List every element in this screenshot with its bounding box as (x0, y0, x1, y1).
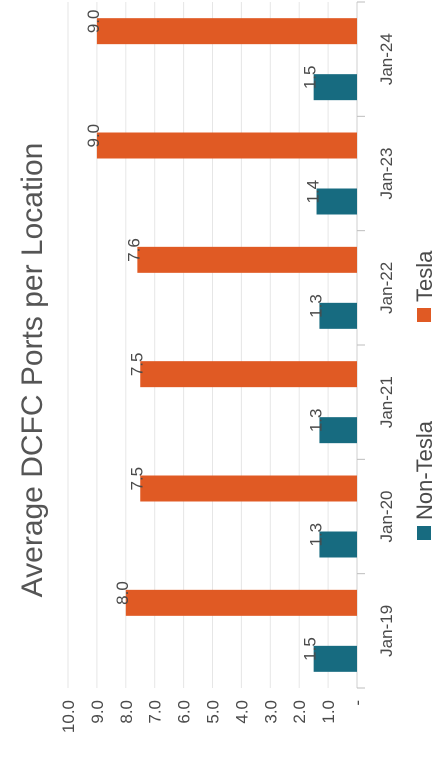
data-label-tesla: 9.0 (84, 10, 103, 34)
value-tick-label: 1.0 (319, 700, 338, 724)
bar-non-tesla (316, 188, 357, 215)
value-tick-label: 7.0 (146, 700, 165, 724)
grid-lines (67, 1, 365, 689)
category-label: Jan-21 (377, 376, 396, 428)
category-label: Jan-23 (377, 148, 396, 200)
value-tick-label: 3.0 (261, 700, 280, 724)
value-tick-label: 4.0 (232, 700, 251, 724)
value-tick-label: 2.0 (290, 700, 309, 724)
data-label-non-tesla: 1.3 (306, 294, 325, 318)
data-label-tesla: 7.5 (127, 353, 146, 377)
bar-non-tesla (313, 74, 357, 101)
data-label-tesla: 7.5 (127, 467, 146, 491)
value-tick-labels: - 1.0 2.0 3.0 4.0 5.0 6.0 7.0 8.0 9.0 10.0 (59, 700, 367, 733)
bar-non-tesla (313, 645, 357, 672)
value-tick-label: 5.0 (204, 700, 223, 724)
data-label-non-tesla: 1.5 (301, 66, 320, 90)
data-label-non-tesla: 1.3 (306, 409, 325, 433)
bar-non-tesla (319, 531, 357, 558)
bars (96, 18, 358, 672)
value-tick-label: 8.0 (117, 700, 136, 724)
category-label: Jan-24 (377, 33, 396, 85)
bar-non-tesla (319, 417, 357, 444)
value-tick-label: 10.0 (59, 700, 78, 733)
legend-swatch-tesla (417, 308, 431, 322)
data-label-tesla: 8.0 (113, 581, 132, 605)
legend-label-tesla: Tesla (412, 250, 437, 302)
data-label-tesla: 9.0 (84, 124, 103, 148)
bar-non-tesla (319, 302, 357, 329)
bar-tesla (125, 589, 357, 616)
legend-swatch-non-tesla (417, 526, 431, 540)
category-label: Jan-19 (377, 605, 396, 657)
category-label: Jan-22 (377, 262, 396, 314)
category-labels: Jan-19 Jan-20 Jan-21 Jan-22 Jan-23 Jan-24 (377, 33, 396, 657)
bar-tesla (96, 132, 358, 159)
data-label-tesla: 7.6 (124, 238, 143, 262)
category-label: Jan-20 (377, 491, 396, 543)
bar-tesla (140, 361, 357, 388)
value-tick-label: 9.0 (88, 700, 107, 724)
value-tick-label: - (348, 700, 367, 706)
bar-tesla (96, 18, 358, 45)
data-labels: 1.5 1.3 1.3 1.3 1.4 1.5 8.0 7.5 7.5 7.6 9.0 9.0 (84, 10, 326, 661)
data-label-non-tesla: 1.5 (301, 637, 320, 661)
bar-tesla (140, 475, 357, 502)
value-tick-label: 6.0 (175, 700, 194, 724)
legend: Non-Tesla Tesla (412, 250, 437, 540)
data-label-non-tesla: 1.3 (306, 523, 325, 547)
bar-tesla (137, 246, 357, 273)
chart-title: Average DCFC Ports per Location (16, 143, 49, 598)
data-label-non-tesla: 1.4 (304, 180, 323, 204)
legend-label-non-tesla: Non-Tesla (412, 420, 437, 520)
